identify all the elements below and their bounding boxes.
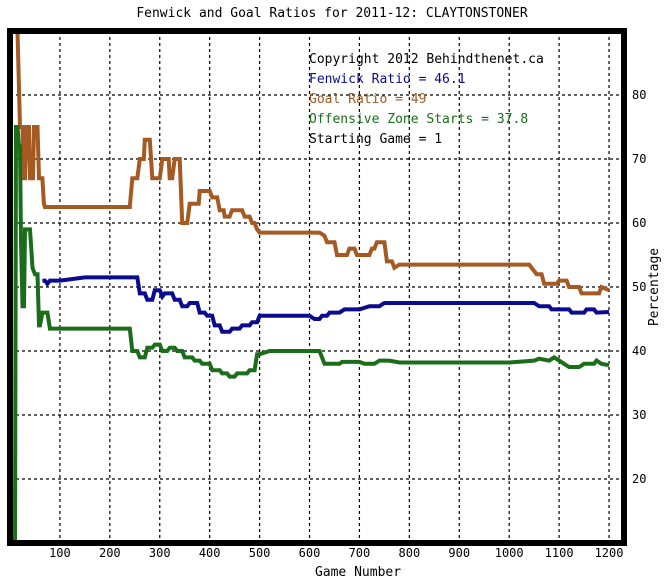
legend-annotations: Copyright 2012 Behindthenet.ca Fenwick Ra… [309,52,544,147]
x-tick-label-6: 700 [349,546,371,560]
y-tick-label-4: 60 [632,216,646,230]
y-tick-label-5: 70 [632,152,646,166]
plot-frame [7,28,627,546]
annotation-line-4: Starting Game = 1 [309,132,442,147]
annotation-line-0: Copyright 2012 Behindthenet.ca [309,52,544,67]
series-line-fenwick-ratio [42,275,610,334]
annotation-line-3: Offensive Zone Starts = 37.8 [309,112,528,127]
x-axis-label: Game Number [315,565,401,580]
x-tick-label-3: 400 [199,546,221,560]
tick-layer: 100 200 300 400 500 600 700 800 900 1000 1100 1200 2… [49,88,646,560]
annotation-line-1: Fenwick Ratio = 46.1 [309,72,466,87]
chart-title: Fenwick and Goal Ratios for 2011-12: CLA… [136,6,528,21]
annotation-line-2: Goal Ratio = 49 [309,92,426,107]
series-line-goal-ratio [12,29,610,296]
x-tick-label-0: 100 [49,546,71,560]
x-tick-label-7: 800 [399,546,421,560]
x-tick-label-10: 1100 [545,546,574,560]
x-tick-label-1: 200 [99,546,121,560]
x-tick-label-4: 500 [249,546,271,560]
y-tick-label-6: 80 [632,88,646,102]
series-line-offensive-zone-starts [13,125,610,544]
x-tick-label-9: 1000 [495,546,524,560]
y-axis-label: Percentage [647,248,662,326]
x-tick-label-11: 1200 [595,546,624,560]
y-tick-label-2: 40 [632,344,646,358]
series-layer [12,29,610,544]
x-tick-label-8: 900 [448,546,470,560]
x-tick-label-5: 600 [299,546,321,560]
y-tick-label-3: 50 [632,280,646,294]
x-tick-label-2: 300 [149,546,171,560]
y-tick-label-0: 20 [632,472,646,486]
y-tick-label-1: 30 [632,408,646,422]
